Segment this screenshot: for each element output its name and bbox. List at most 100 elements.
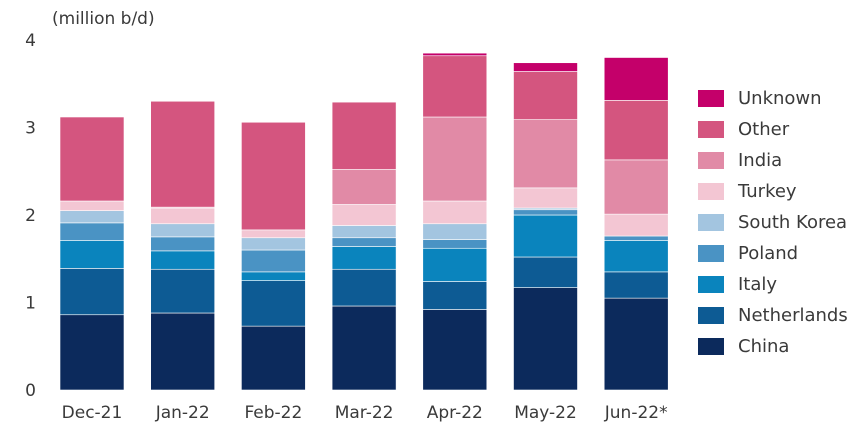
bar-stack bbox=[603, 57, 669, 391]
legend-swatch bbox=[698, 121, 724, 138]
legend-label: India bbox=[738, 149, 783, 171]
bar-segment-south-korea bbox=[331, 225, 397, 239]
bar-segment-unknown bbox=[422, 52, 488, 57]
bar-segment-other bbox=[331, 101, 397, 170]
bar-segment-poland bbox=[422, 239, 488, 249]
bar-segment-italy bbox=[150, 250, 215, 270]
bar-segment-turkey bbox=[59, 200, 125, 211]
legend-label: Poland bbox=[738, 242, 799, 264]
legend-label: Turkey bbox=[738, 180, 797, 202]
bar-segment-turkey bbox=[422, 200, 488, 225]
bar-segment-italy bbox=[513, 214, 578, 258]
bar-segment-other bbox=[603, 100, 669, 161]
legend-item-unknown: Unknown bbox=[698, 83, 848, 114]
legend-label: China bbox=[738, 335, 790, 357]
x-tick-label: Mar-22 bbox=[335, 403, 394, 423]
bar-segment-other bbox=[241, 121, 306, 231]
x-tick-label: Apr-22 bbox=[427, 403, 483, 423]
legend-swatch bbox=[698, 338, 724, 355]
bar-segment-china bbox=[150, 312, 215, 391]
x-tick-label: Jan-22 bbox=[155, 403, 210, 423]
bar-segment-netherlands bbox=[331, 268, 397, 307]
bar-segment-italy bbox=[59, 240, 125, 269]
bar-segment-china bbox=[241, 325, 306, 391]
bar-segment-india bbox=[513, 119, 578, 189]
bar-segment-south-korea bbox=[422, 223, 488, 240]
bar-segment-other bbox=[150, 100, 215, 208]
legend-label: Netherlands bbox=[738, 304, 848, 326]
bar-segment-unknown bbox=[603, 57, 669, 101]
bar-segment-india bbox=[422, 116, 488, 202]
legend-label: Italy bbox=[738, 273, 778, 295]
unit-label: (million b/d) bbox=[52, 9, 155, 29]
bar-segment-china bbox=[513, 287, 578, 391]
legend-item-turkey: Turkey bbox=[698, 176, 848, 207]
bar-segment-china bbox=[331, 305, 397, 391]
legend-swatch bbox=[698, 245, 724, 262]
y-tick-label: 1 bbox=[25, 294, 36, 314]
bar-segment-poland bbox=[150, 236, 215, 252]
bar-segment-netherlands bbox=[59, 268, 125, 316]
bar-stack bbox=[59, 116, 125, 391]
legend-swatch bbox=[698, 183, 724, 200]
legend-item-south-korea: South Korea bbox=[698, 207, 848, 238]
bar-segment-india bbox=[331, 169, 397, 205]
legend-item-italy: Italy bbox=[698, 269, 848, 300]
bar-segment-italy bbox=[241, 271, 306, 281]
bar-segment-netherlands bbox=[241, 280, 306, 327]
bar-segment-china bbox=[59, 314, 125, 391]
bar-segment-turkey bbox=[150, 207, 215, 225]
bars bbox=[59, 52, 669, 391]
y-tick-label: 4 bbox=[25, 31, 36, 51]
legend-item-other: Other bbox=[698, 114, 848, 145]
bar-stack bbox=[331, 101, 397, 391]
bar-segment-turkey bbox=[241, 229, 306, 239]
bar-stack bbox=[513, 62, 578, 391]
x-axis: Dec-21 Jan-22 Feb-22 Mar-22 Apr-22 May-22 Jun-… bbox=[62, 403, 668, 423]
y-tick-label: 0 bbox=[25, 381, 36, 401]
legend-label: Unknown bbox=[738, 87, 822, 109]
x-tick-label: Jun-22* bbox=[604, 403, 668, 423]
bar-segment-turkey bbox=[331, 204, 397, 226]
bar-stack bbox=[422, 52, 488, 391]
y-axis: 0 1 2 3 4 bbox=[25, 31, 36, 401]
bar-segment-poland bbox=[331, 237, 397, 247]
legend-swatch bbox=[698, 214, 724, 231]
x-tick-label: Feb-22 bbox=[244, 403, 302, 423]
x-tick-label: May-22 bbox=[514, 403, 577, 423]
bar-stack bbox=[150, 100, 215, 391]
y-tick-label: 2 bbox=[25, 206, 36, 226]
bar-segment-turkey bbox=[603, 213, 669, 237]
bar-segment-other bbox=[422, 55, 488, 118]
legend-swatch bbox=[698, 90, 724, 107]
bar-segment-poland bbox=[59, 222, 125, 241]
bar-segment-south-korea bbox=[150, 223, 215, 238]
bar-segment-other bbox=[513, 71, 578, 120]
legend-swatch bbox=[698, 307, 724, 324]
bar-segment-netherlands bbox=[603, 271, 669, 299]
bar-segment-poland bbox=[513, 209, 578, 216]
y-tick-label: 3 bbox=[25, 119, 36, 139]
bar-segment-unknown bbox=[513, 62, 578, 72]
bar-segment-south-korea bbox=[241, 237, 306, 251]
bar-segment-poland bbox=[241, 249, 306, 273]
legend-swatch bbox=[698, 276, 724, 293]
legend-item-netherlands: Netherlands bbox=[698, 300, 848, 331]
bar-segment-south-korea bbox=[59, 210, 125, 224]
legend-label: Other bbox=[738, 118, 790, 140]
bar-segment-italy bbox=[603, 240, 669, 273]
bar-segment-netherlands bbox=[513, 256, 578, 288]
legend: Unknown Other India Turkey South Korea Poland… bbox=[698, 83, 848, 362]
bar-segment-netherlands bbox=[150, 268, 215, 314]
legend-label: South Korea bbox=[738, 211, 848, 233]
legend-item-poland: Poland bbox=[698, 238, 848, 269]
bar-segment-india bbox=[603, 159, 669, 215]
bar-segment-china bbox=[603, 297, 669, 391]
bar-segment-netherlands bbox=[422, 281, 488, 310]
bar-segment-turkey bbox=[513, 187, 578, 209]
bar-segment-china bbox=[422, 309, 488, 391]
bar-segment-italy bbox=[422, 247, 488, 282]
bar-segment-other bbox=[59, 116, 125, 202]
legend-swatch bbox=[698, 152, 724, 169]
